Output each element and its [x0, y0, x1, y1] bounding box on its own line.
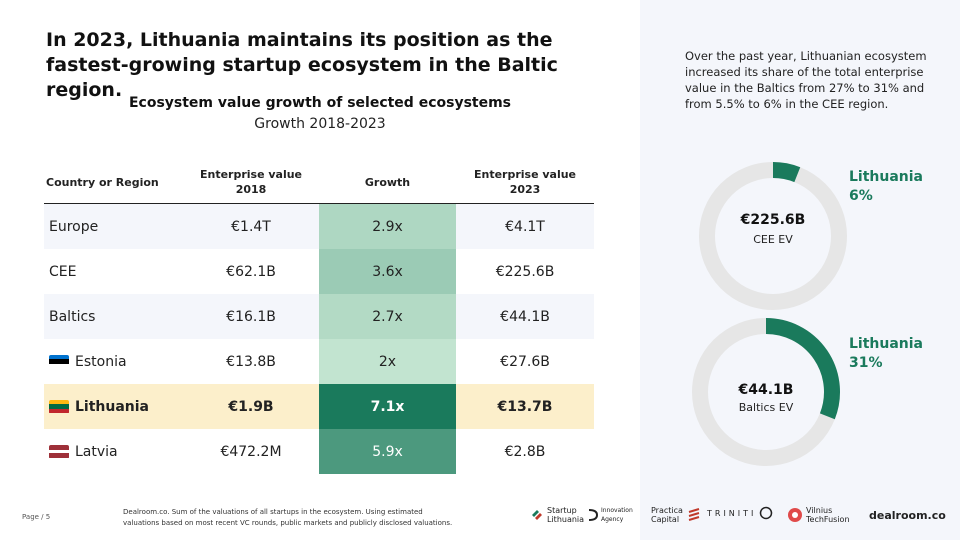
donut-baltics-slice-label: Lithuania 31%: [849, 335, 923, 373]
practica-capital-logo-text: Practica Capital: [651, 506, 683, 524]
country-cell: Europe: [49, 204, 199, 249]
donut-cee-slice-label: Lithuania 6%: [849, 168, 923, 206]
chart-title: Ecosystem value growth of selected ecosy…: [128, 95, 512, 111]
innovation-agency-logo-text: Innovation Agency: [601, 507, 633, 523]
ev2023-cell: €27.6B: [500, 353, 550, 370]
donut-baltics-slice-value: 31%: [849, 355, 883, 371]
donut-cee-center-value: €225.6B: [740, 212, 806, 228]
startup-lithuania-logo: Startup Lithuania: [530, 506, 589, 524]
triniti-logo-text: TRINITI: [707, 508, 757, 518]
column-header-growth: Growth: [364, 175, 411, 189]
startup-lithuania-logo-icon: [532, 510, 542, 520]
latvia-flag-icon: [49, 444, 69, 459]
table-row: CEE €62.1B 3.6x €225.6B: [44, 249, 594, 294]
header-rule: [44, 203, 594, 204]
innovation-agency-logo: Innovation Agency: [588, 506, 643, 524]
triniti-logo-icon: [760, 506, 773, 520]
country-name: Baltics: [49, 308, 96, 325]
source-note: Dealroom.co. Sum of the valuations of al…: [123, 508, 453, 527]
country-name: Latvia: [75, 443, 118, 460]
growth-cell: 2x: [319, 339, 456, 384]
growth-cell: 7.1x: [319, 384, 456, 429]
donut-baltics-center-label: Baltics EV: [738, 401, 794, 414]
ev2018-cell: €1.4T: [231, 218, 271, 235]
headline: In 2023, Lithuania maintains its positio…: [46, 29, 558, 101]
ev2018-cell: €13.8B: [226, 353, 276, 370]
table-row: Estonia €13.8B 2x €27.6B: [44, 339, 594, 384]
ev2023-cell: €2.8B: [504, 443, 546, 460]
practica-capital-logo-icon: [688, 508, 700, 521]
vilnius-techfusion-logo: Vilnius TechFusion: [787, 506, 858, 524]
ev2018-cell: €472.2M: [220, 443, 282, 460]
country-cell: Estonia: [49, 339, 199, 384]
lithuania-flag-icon: [49, 399, 69, 414]
country-cell: Lithuania: [49, 384, 199, 429]
country-name: Estonia: [75, 353, 127, 370]
table-row: Lithuania €1.9B 7.1x €13.7B: [44, 384, 594, 429]
practica-capital-logo: Practica Capital: [651, 506, 700, 524]
vilnius-techfusion-logo-icon: [788, 508, 802, 522]
ev2023-cell: €13.7B: [497, 398, 553, 415]
country-name: Lithuania: [75, 398, 150, 415]
table-row: Latvia €472.2M 5.9x €2.8B: [44, 429, 594, 474]
ev2018-cell: €62.1B: [226, 263, 276, 280]
country-cell: Latvia: [49, 429, 199, 474]
innovation-agency-logo-icon: [588, 509, 598, 521]
growth-cell: 2.7x: [319, 294, 456, 339]
donut-cee-center-label: CEE EV: [753, 233, 793, 246]
column-header-country: Country or Region: [46, 175, 159, 189]
donut-slice-lithuania: [772, 162, 801, 183]
ev2018-cell: €16.1B: [226, 308, 276, 325]
donut-chart-baltics: [692, 318, 840, 466]
country-name: Europe: [49, 218, 99, 235]
table-row: Baltics €16.1B 2.7x €44.1B: [44, 294, 594, 339]
growth-cell: 2.9x: [319, 204, 456, 249]
donut-baltics-center-value: €44.1B: [738, 382, 794, 398]
dealroom-logo: dealroom.co: [869, 509, 946, 522]
donut-chart-cee: [699, 162, 847, 310]
ev2018-cell: €1.9B: [228, 398, 274, 415]
donut-cee-slice-value: 6%: [849, 188, 873, 204]
triniti-logo: TRINITI: [707, 506, 773, 520]
chart-subtitle: Growth 2018-2023: [254, 116, 386, 132]
table-row: Europe €1.4T 2.9x €4.1T: [44, 204, 594, 249]
ev2023-cell: €44.1B: [500, 308, 550, 325]
page-number: Page / 5: [22, 513, 51, 521]
growth-cell: 5.9x: [319, 429, 456, 474]
side-text: Over the past year, Lithuanian ecosystem…: [685, 49, 927, 111]
country-name: CEE: [49, 263, 77, 280]
country-cell: Baltics: [49, 294, 199, 339]
estonia-flag-icon: [49, 354, 69, 369]
column-header-ev2018: Enterprise value 2018: [199, 168, 303, 196]
growth-cell: 3.6x: [319, 249, 456, 294]
ev2023-cell: €225.6B: [495, 263, 555, 280]
donut-slice-lithuania: [765, 318, 840, 420]
startup-lithuania-logo-text: Startup Lithuania: [547, 506, 585, 524]
donut-cee-slice-name: Lithuania: [849, 169, 924, 185]
column-header-ev2023: Enterprise value 2023: [473, 168, 577, 196]
ev2023-cell: €4.1T: [505, 218, 545, 235]
country-cell: CEE: [49, 249, 199, 294]
vilnius-techfusion-logo-text: Vilnius TechFusion: [806, 506, 850, 524]
donut-baltics-slice-name: Lithuania: [849, 336, 924, 352]
